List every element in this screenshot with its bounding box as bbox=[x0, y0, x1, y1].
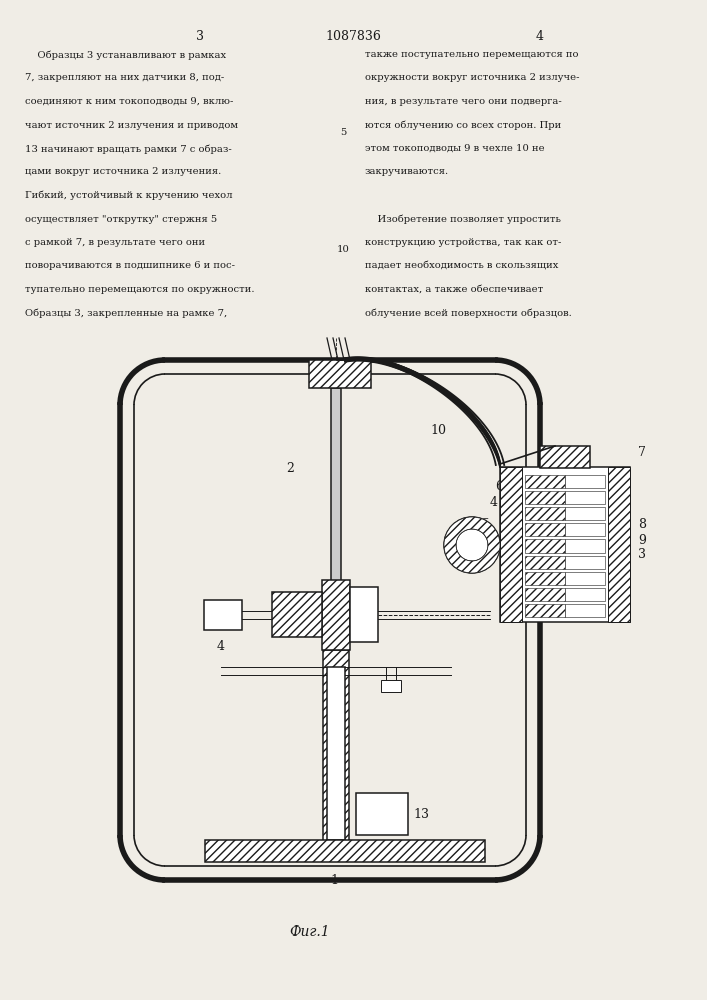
Bar bbox=[565, 507, 605, 520]
Bar bbox=[565, 588, 605, 601]
Bar bbox=[500, 467, 522, 622]
Text: 4: 4 bbox=[217, 641, 225, 654]
Bar bbox=[356, 793, 408, 835]
Text: 7: 7 bbox=[638, 446, 646, 460]
Text: 4: 4 bbox=[490, 495, 498, 508]
Text: конструкцию устройства, так как от-: конструкцию устройства, так как от- bbox=[365, 238, 561, 247]
Bar bbox=[565, 572, 605, 585]
Text: 5: 5 bbox=[482, 518, 490, 532]
Text: чают источник 2 излучения и приводом: чают источник 2 излучения и приводом bbox=[25, 120, 238, 129]
Bar bbox=[525, 556, 565, 569]
Bar bbox=[309, 360, 371, 388]
Bar bbox=[525, 507, 565, 520]
Text: 10: 10 bbox=[337, 245, 349, 254]
Text: 2: 2 bbox=[286, 462, 294, 476]
Text: 5: 5 bbox=[340, 128, 346, 137]
Text: также поступательно перемещаются по: также поступательно перемещаются по bbox=[365, 50, 578, 59]
Text: с рамкой 7, в результате чего они: с рамкой 7, в результате чего они bbox=[25, 238, 205, 247]
Text: ются облучению со всех сторон. При: ются облучению со всех сторон. При bbox=[365, 120, 561, 130]
Text: 8: 8 bbox=[638, 518, 646, 532]
Text: закручиваются.: закручиваются. bbox=[365, 167, 449, 176]
Text: 3: 3 bbox=[638, 548, 646, 562]
Bar bbox=[565, 475, 605, 488]
Bar bbox=[525, 491, 565, 504]
Bar bbox=[565, 539, 605, 553]
Bar bbox=[350, 587, 378, 642]
Bar bbox=[381, 680, 401, 692]
Bar bbox=[565, 556, 605, 569]
Text: 9: 9 bbox=[638, 534, 646, 546]
Text: Фиг.1: Фиг.1 bbox=[290, 925, 330, 939]
Text: Гибкий, устойчивый к кручению чехол: Гибкий, устойчивый к кручению чехол bbox=[25, 191, 233, 200]
Bar bbox=[565, 491, 605, 504]
Text: 10: 10 bbox=[430, 424, 446, 436]
Text: цами вокруг источника 2 излучения.: цами вокруг источника 2 излучения. bbox=[25, 167, 221, 176]
Text: этом токоподводы 9 в чехле 10 не: этом токоподводы 9 в чехле 10 не bbox=[365, 144, 544, 153]
Bar bbox=[525, 539, 565, 553]
Bar bbox=[565, 523, 605, 536]
Bar bbox=[525, 588, 565, 601]
Text: осуществляет "открутку" стержня 5: осуществляет "открутку" стержня 5 bbox=[25, 215, 217, 224]
Bar bbox=[205, 840, 485, 862]
Bar bbox=[323, 650, 349, 850]
Text: окружности вокруг источника 2 излуче-: окружности вокруг источника 2 излуче- bbox=[365, 74, 580, 83]
Text: облучение всей поверхности образцов.: облучение всей поверхности образцов. bbox=[365, 308, 572, 318]
Text: 6: 6 bbox=[495, 481, 503, 493]
Bar bbox=[327, 667, 345, 840]
Wedge shape bbox=[444, 517, 500, 573]
Circle shape bbox=[456, 529, 488, 561]
Text: Образцы 3, закрепленные на рамке 7,: Образцы 3, закрепленные на рамке 7, bbox=[25, 308, 227, 318]
Text: 13: 13 bbox=[413, 808, 429, 820]
Text: соединяют к ним токоподводы 9, вклю-: соединяют к ним токоподводы 9, вклю- bbox=[25, 97, 233, 106]
Text: 4: 4 bbox=[536, 30, 544, 43]
Bar bbox=[322, 580, 350, 650]
Text: 7, закрепляют на них датчики 8, под-: 7, закрепляют на них датчики 8, под- bbox=[25, 74, 224, 83]
Bar bbox=[525, 523, 565, 536]
Bar bbox=[565, 604, 605, 617]
Bar bbox=[608, 467, 630, 622]
Bar bbox=[525, 604, 565, 617]
Text: 13 начинают вращать рамки 7 с образ-: 13 начинают вращать рамки 7 с образ- bbox=[25, 144, 232, 153]
Text: 3: 3 bbox=[196, 30, 204, 43]
Text: поворачиваются в подшипнике 6 и пос-: поворачиваются в подшипнике 6 и пос- bbox=[25, 261, 235, 270]
Bar bbox=[272, 592, 322, 637]
Text: 1087836: 1087836 bbox=[325, 30, 381, 43]
Bar bbox=[331, 388, 341, 610]
Bar bbox=[525, 572, 565, 585]
Text: ния, в результате чего они подверга-: ния, в результате чего они подверга- bbox=[365, 97, 562, 106]
Text: падает необходимость в скользящих: падает необходимость в скользящих bbox=[365, 261, 559, 270]
Circle shape bbox=[444, 517, 500, 573]
Bar bbox=[525, 475, 565, 488]
Text: Изобретение позволяет упростить: Изобретение позволяет упростить bbox=[365, 215, 561, 224]
Text: контактах, а также обеспечивает: контактах, а также обеспечивает bbox=[365, 285, 543, 294]
Text: 1: 1 bbox=[330, 874, 338, 886]
Bar bbox=[540, 446, 590, 468]
Text: Образцы 3 устанавливают в рамках: Образцы 3 устанавливают в рамках bbox=[25, 50, 226, 60]
Bar bbox=[204, 600, 242, 630]
Text: тупательно перемещаются по окружности.: тупательно перемещаются по окружности. bbox=[25, 285, 255, 294]
Bar bbox=[500, 467, 630, 622]
